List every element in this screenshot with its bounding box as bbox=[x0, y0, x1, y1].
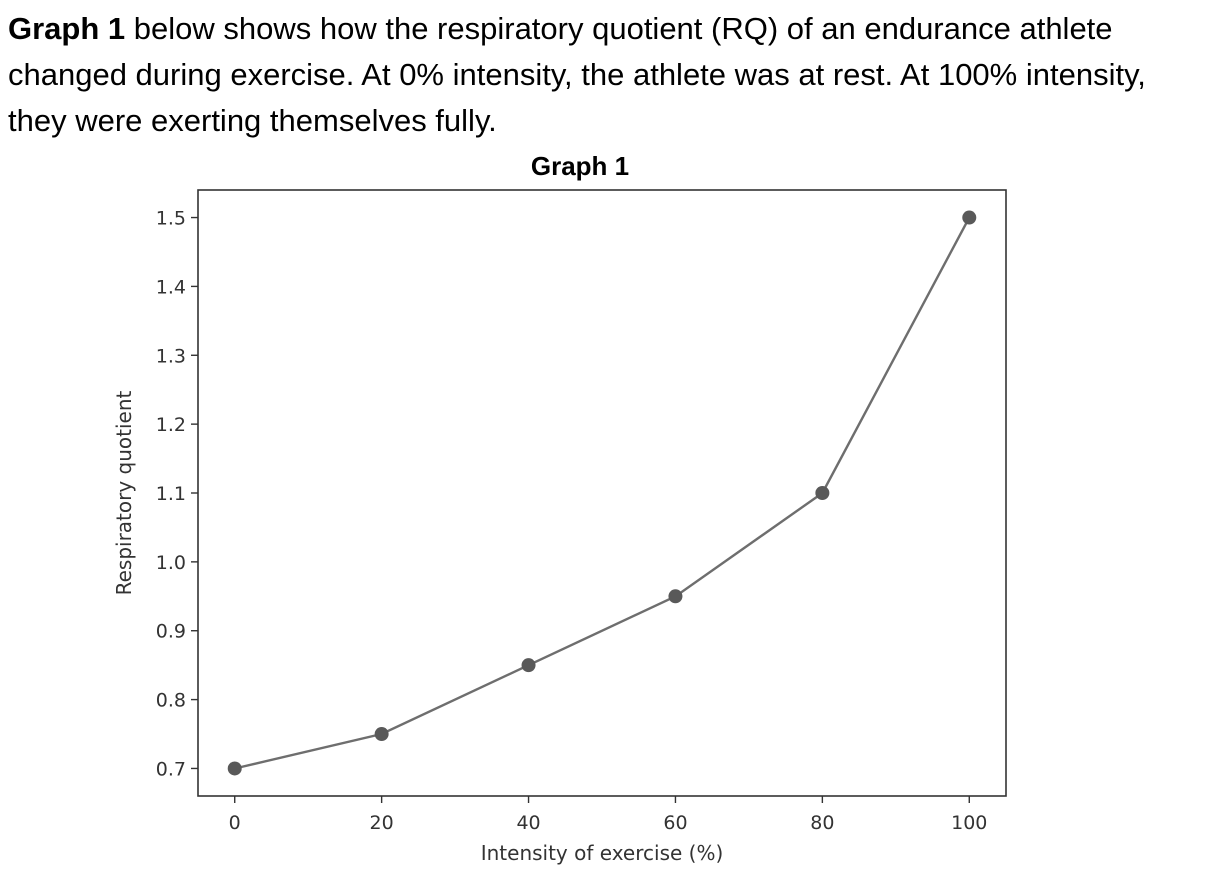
x-axis-ticks: 0 20 40 60 80 100 bbox=[229, 796, 987, 834]
y-tick-label: 1.0 bbox=[156, 552, 186, 574]
y-tick-label: 1.4 bbox=[156, 276, 186, 298]
data-point bbox=[227, 761, 242, 776]
intro-lead: Graph 1 bbox=[8, 11, 126, 46]
y-tick-label: 1.2 bbox=[156, 414, 186, 436]
data-point bbox=[521, 658, 536, 673]
x-tick-label: 100 bbox=[951, 812, 987, 834]
y-tick-label: 1.3 bbox=[156, 345, 186, 367]
data-point bbox=[815, 486, 830, 500]
x-axis-label: Intensity of exercise (%) bbox=[481, 841, 724, 865]
plot-area-frame bbox=[197, 189, 1007, 797]
y-tick-label: 1.5 bbox=[156, 208, 186, 230]
y-axis-label: Respiratory quotient bbox=[112, 390, 136, 595]
y-tick-label: 1.1 bbox=[156, 483, 186, 505]
x-tick-label: 60 bbox=[663, 812, 687, 834]
y-tick-label: 0.7 bbox=[156, 758, 186, 780]
y-tick-label: 0.9 bbox=[156, 621, 186, 643]
chart-title: Graph 1 bbox=[530, 151, 630, 181]
y-axis-ticks: 0.7 0.8 0.9 1.0 1.1 1.2 1.3 1.4 1.5 bbox=[156, 208, 198, 780]
series-line bbox=[234, 216, 971, 770]
x-tick-label: 40 bbox=[516, 812, 540, 834]
x-tick-label: 80 bbox=[810, 812, 834, 834]
x-tick-label: 0 bbox=[229, 812, 241, 834]
data-point bbox=[668, 589, 683, 604]
intro-text: below shows how the respiratory quotient… bbox=[8, 11, 1146, 138]
data-points bbox=[227, 210, 977, 776]
intro-paragraph: Graph 1 below shows how the respiratory … bbox=[8, 6, 1213, 144]
data-point bbox=[962, 210, 977, 225]
x-tick-label: 20 bbox=[370, 812, 394, 834]
y-tick-label: 0.8 bbox=[156, 690, 186, 712]
data-point bbox=[374, 727, 389, 742]
